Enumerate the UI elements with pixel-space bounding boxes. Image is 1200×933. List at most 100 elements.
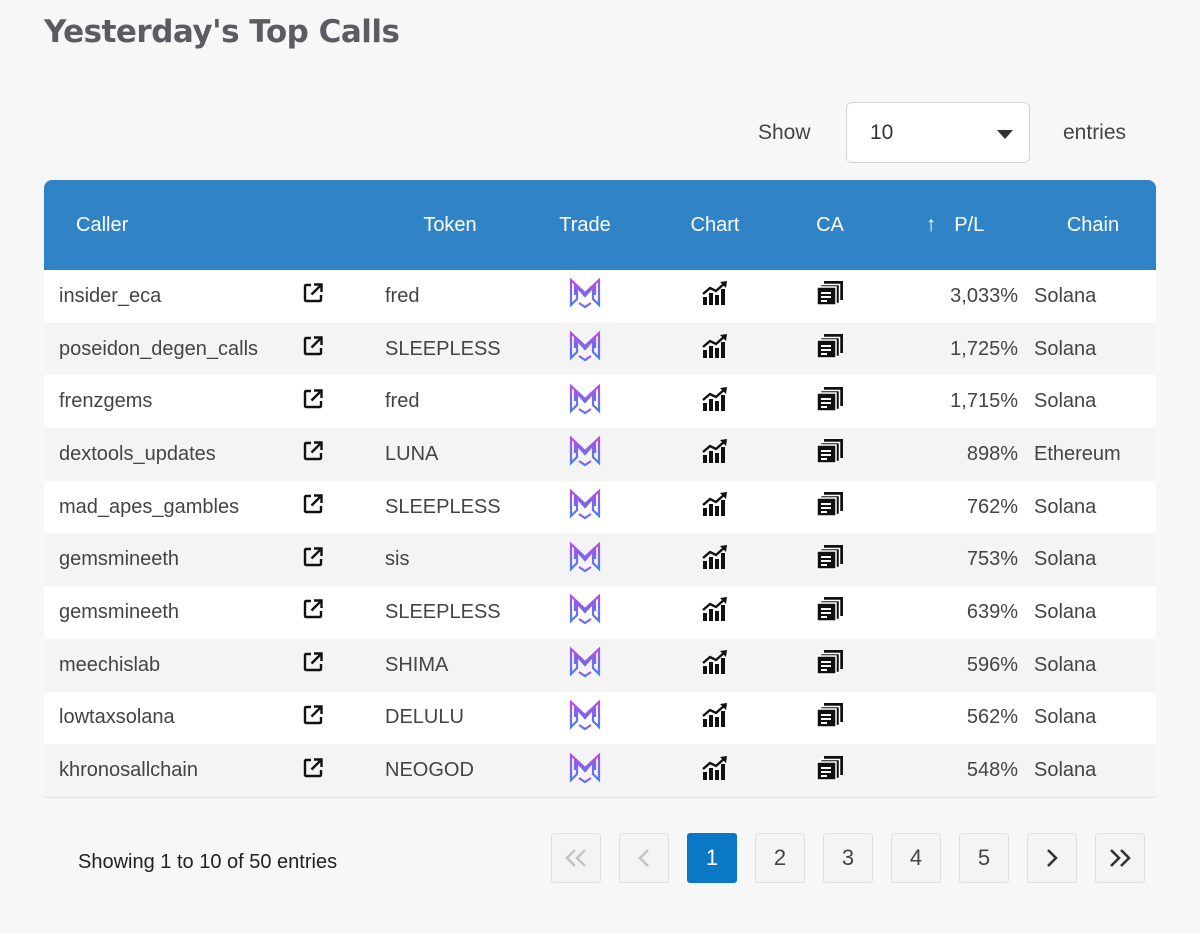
caller-name[interactable]: frenzgems (59, 390, 153, 413)
external-link-cell (302, 533, 380, 586)
trade-logo-icon[interactable] (568, 488, 602, 526)
trade-logo-icon[interactable] (568, 646, 602, 684)
external-link-icon[interactable] (302, 282, 324, 310)
column-header-token[interactable]: Token (423, 213, 477, 236)
caller-name[interactable]: gemsmineeth (59, 548, 180, 571)
column-header-caller[interactable]: Caller (76, 213, 129, 236)
caller-name[interactable]: gemsmineeth (59, 600, 180, 623)
first-page-button[interactable] (551, 833, 601, 883)
chevron-left-icon (638, 849, 649, 867)
copy-address-icon[interactable] (816, 596, 844, 628)
chart-cell (650, 428, 780, 481)
trade-logo-icon[interactable] (568, 383, 602, 421)
external-link-icon[interactable] (302, 757, 324, 785)
caller-name[interactable]: meechislab (59, 653, 161, 676)
table-row: dextools_updates LUNA 898% Ethereum (44, 428, 1156, 481)
trade-logo-icon[interactable] (568, 435, 602, 473)
trade-logo-icon[interactable] (568, 330, 602, 368)
column-header-trade[interactable]: Trade (559, 213, 611, 236)
trade-logo-icon[interactable] (568, 699, 602, 737)
caller-name[interactable]: dextools_updates (59, 442, 216, 465)
ca-cell (780, 639, 880, 692)
table-row: khronosallchain NEOGOD 548% Solana (44, 744, 1156, 797)
external-link-icon[interactable] (302, 440, 324, 468)
column-header-chart[interactable]: Chart (690, 213, 740, 236)
pl-cell: 639% (966, 600, 1018, 623)
trade-logo-icon[interactable] (568, 277, 602, 315)
external-link-icon[interactable] (302, 388, 324, 416)
external-link-cell (302, 481, 380, 534)
table-row: insider_eca fred 3,033% Solana (44, 270, 1156, 323)
external-link-cell (302, 323, 380, 376)
page-button-1[interactable]: 1 (687, 833, 737, 883)
trade-logo-icon[interactable] (568, 752, 602, 790)
trade-logo-icon[interactable] (568, 593, 602, 631)
copy-address-icon[interactable] (816, 544, 844, 576)
external-link-cell (302, 744, 380, 797)
copy-address-icon[interactable] (816, 280, 844, 312)
chart-trend-icon[interactable] (701, 702, 729, 734)
column-header-chain[interactable]: Chain (1066, 213, 1120, 236)
chart-trend-icon[interactable] (701, 333, 729, 365)
copy-address-icon[interactable] (816, 386, 844, 418)
token-cell: sis (385, 548, 410, 571)
table-row: gemsmineeth SLEEPLESS 639% Solana (44, 586, 1156, 639)
chart-trend-icon[interactable] (701, 544, 729, 576)
external-link-icon[interactable] (302, 546, 324, 574)
caller-name[interactable]: lowtaxsolana (59, 706, 175, 729)
copy-address-icon[interactable] (816, 755, 844, 787)
external-link-icon[interactable] (302, 704, 324, 732)
ca-cell (780, 533, 880, 586)
table-header-row: Caller Token Trade Chart CA ↑ P/L Chain (44, 180, 1156, 270)
trade-cell (520, 481, 650, 534)
caller-name[interactable]: mad_apes_gambles (59, 495, 240, 518)
entries-select[interactable]: 10 (846, 102, 1030, 163)
pl-cell: 762% (966, 495, 1018, 518)
external-link-cell (302, 375, 380, 428)
chart-trend-icon[interactable] (701, 596, 729, 628)
column-header-ca[interactable]: CA (816, 213, 844, 236)
token-cell: NEOGOD (385, 759, 474, 782)
chart-trend-icon[interactable] (701, 280, 729, 312)
last-page-button[interactable] (1095, 833, 1145, 883)
ca-cell (780, 744, 880, 797)
page-button-5[interactable]: 5 (959, 833, 1009, 883)
token-cell: SLEEPLESS (385, 495, 501, 518)
chart-trend-icon[interactable] (701, 386, 729, 418)
external-link-icon[interactable] (302, 651, 324, 679)
caller-cell: gemsmineeth (44, 586, 302, 639)
chart-trend-icon[interactable] (701, 438, 729, 470)
chart-cell (650, 270, 780, 323)
chain-cell: Solana (1034, 759, 1097, 782)
sort-ascending-icon: ↑ (925, 213, 937, 236)
next-page-button[interactable] (1027, 833, 1077, 883)
copy-address-icon[interactable] (816, 649, 844, 681)
previous-page-button[interactable] (619, 833, 669, 883)
chain-cell: Ethereum (1034, 442, 1121, 465)
copy-address-icon[interactable] (816, 438, 844, 470)
copy-address-icon[interactable] (816, 702, 844, 734)
table-row: mad_apes_gambles SLEEPLESS 762% Solana (44, 480, 1156, 534)
page-button-2[interactable]: 2 (755, 833, 805, 883)
chart-trend-icon[interactable] (701, 755, 729, 787)
page-button-4[interactable]: 4 (891, 833, 941, 883)
token-cell: DELULU (385, 706, 464, 729)
external-link-icon[interactable] (302, 598, 324, 626)
external-link-icon[interactable] (302, 335, 324, 363)
copy-address-icon[interactable] (816, 333, 844, 365)
chart-trend-icon[interactable] (701, 649, 729, 681)
chevron-down-icon (997, 130, 1013, 139)
caller-name[interactable]: insider_eca (59, 284, 162, 307)
caller-name[interactable]: poseidon_degen_calls (59, 337, 259, 360)
table-info: Showing 1 to 10 of 50 entries (78, 851, 338, 873)
copy-address-icon[interactable] (816, 491, 844, 523)
column-header-pl[interactable]: ↑ P/L (880, 180, 1030, 270)
trade-logo-icon[interactable] (568, 541, 602, 579)
external-link-icon[interactable] (302, 493, 324, 521)
page-button-3[interactable]: 3 (823, 833, 873, 883)
chart-trend-icon[interactable] (701, 491, 729, 523)
trade-cell (520, 586, 650, 639)
caller-name[interactable]: khronosallchain (59, 759, 198, 782)
chart-cell (650, 586, 780, 639)
